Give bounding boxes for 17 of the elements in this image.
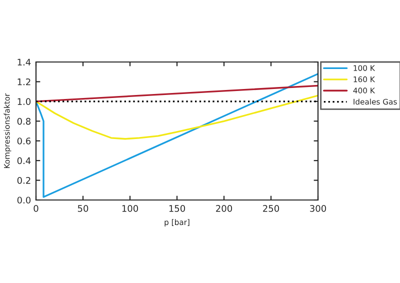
x-tick-label: 50: [78, 205, 88, 212]
x-tick-label: 300: [310, 205, 326, 212]
x-tick-label: 200: [216, 205, 232, 212]
x-tick-label: 250: [263, 205, 280, 212]
y-tick-label: 0.6: [17, 138, 31, 144]
x-tick-label: 150: [169, 205, 186, 212]
y-tick-label: 0.4: [17, 157, 31, 164]
y-tick-label: 0.0: [17, 196, 31, 204]
y-tick-label: 0.8: [17, 118, 31, 125]
y-tick-label: 1.4: [18, 58, 31, 66]
x-tick-label: 100: [122, 205, 138, 212]
line-series: [36, 72, 318, 198]
x-tick-label: 0: [34, 205, 38, 212]
line-series: [36, 94, 318, 140]
y-tick-label: 1.0: [18, 98, 31, 105]
y-tick-label: 0.2: [17, 177, 30, 184]
y-tick-label: 1.2: [18, 78, 30, 86]
